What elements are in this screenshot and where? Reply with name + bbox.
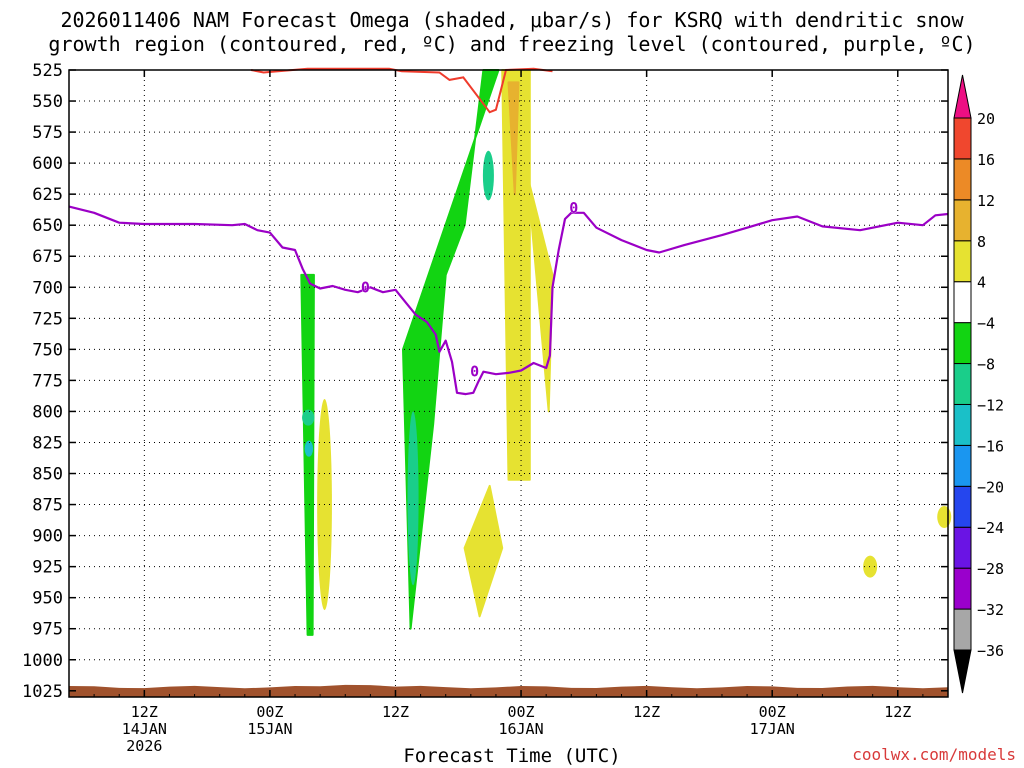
colorbar-top-arrow (953, 74, 972, 119)
y-tick-label: 575 (32, 123, 63, 143)
colorbar-label: 20 (977, 110, 995, 128)
freezing-level-label: 0 (361, 278, 370, 296)
colorbar-band (953, 485, 972, 528)
y-tick-label: 925 (32, 558, 63, 578)
y-tick-label: 725 (32, 309, 63, 329)
y-tick-label: 950 (32, 589, 63, 609)
x-tick-label: 12Z (131, 703, 158, 721)
colorbar-band (953, 444, 972, 487)
colorbar-label: −4 (977, 315, 995, 333)
colorbar-band (953, 608, 972, 651)
x-tick-label: 00Z (256, 703, 283, 721)
chart-title-line-1: 2026011406 NAM Forecast Omega (shaded, μ… (60, 8, 964, 32)
omega-region (937, 505, 952, 528)
omega-region (304, 440, 314, 457)
colorbar-label: −32 (977, 601, 1004, 619)
y-tick-label: 850 (32, 465, 63, 485)
colorbar-label: −8 (977, 356, 995, 374)
colorbar-bottom-arrow (953, 649, 972, 694)
colorbar-band (953, 363, 972, 405)
colorbar-label: −16 (977, 437, 1004, 455)
y-tick-label: 550 (32, 92, 63, 112)
colorbar-band (953, 158, 972, 201)
x-tick-label: 00Z (759, 703, 786, 721)
x-tick-label: 12Z (884, 703, 911, 721)
y-tick-label: 900 (32, 527, 63, 547)
y-tick-label: 825 (32, 433, 63, 453)
colorbar-label: −28 (977, 560, 1004, 578)
freezing-level-label: 0 (470, 363, 479, 381)
omega-region (863, 555, 878, 578)
credit-link[interactable]: coolwx.com/models (852, 745, 1016, 764)
colorbar-label: −36 (977, 642, 1004, 660)
colorbar-band (953, 117, 972, 160)
y-tick-label: 1000 (22, 651, 63, 671)
colorbar-label: 12 (977, 192, 995, 210)
y-axis: 525 550 575 600 625 650 675 700 725 750 775 800 825 8… (22, 61, 948, 702)
omega-region (507, 81, 520, 196)
omega-region (407, 411, 419, 586)
colorbar-band (953, 199, 972, 242)
y-tick-label: 875 (32, 496, 63, 516)
y-tick-label: 600 (32, 154, 63, 174)
omega-region (302, 409, 315, 426)
colorbar-label: 4 (977, 274, 986, 292)
omega-region (463, 484, 504, 618)
y-tick-label: 675 (32, 247, 63, 267)
x-tick-label: 00Z (508, 703, 535, 721)
colorbar-label: 16 (977, 151, 995, 169)
freezing-level-label: 0 (569, 199, 578, 217)
colorbar-band (953, 567, 972, 610)
y-tick-label: 700 (32, 278, 63, 298)
y-tick-label: 800 (32, 402, 63, 422)
colorbar-band (953, 403, 972, 446)
x-tick-label: 17JAN (750, 720, 795, 738)
y-tick-label: 650 (32, 216, 63, 236)
y-tick-label: 750 (32, 340, 63, 360)
y-tick-label: 1025 (22, 682, 63, 702)
colorbar-band (953, 322, 972, 365)
colorbar-label: −20 (977, 478, 1004, 496)
chart-title-line-2: growth region (contoured, red, ºC) and f… (48, 32, 976, 56)
plot-frame (68, 69, 949, 698)
x-tick-label: 2026 (126, 737, 162, 755)
y-tick-label: 625 (32, 185, 63, 205)
x-tick-label: 12Z (382, 703, 409, 721)
colorbar-band (953, 526, 972, 569)
freezing-level-contour (68, 205, 949, 396)
x-tick-label: 14JAN (122, 720, 167, 738)
x-axis-title: Forecast Time (UTC) (403, 745, 621, 767)
colorbar-label: −12 (977, 396, 1004, 414)
colorbar-label: 8 (977, 233, 986, 251)
y-tick-label: 975 (32, 620, 63, 640)
colorbar-label: −24 (977, 519, 1004, 537)
colorbar: 20 16 12 8 4 −4 −8 −12 −16 −20 −24 −28 −32 −36 (953, 74, 1004, 694)
x-tick-label: 16JAN (498, 720, 543, 738)
omega-region (526, 174, 554, 413)
x-tick-label: 15JAN (247, 720, 292, 738)
x-tick-label: 12Z (633, 703, 660, 721)
y-tick-label: 525 (32, 61, 63, 81)
colorbar-band (953, 281, 972, 324)
terrain-surface (69, 684, 948, 697)
y-tick-label: 775 (32, 371, 63, 391)
omega-shading (300, 69, 952, 636)
omega-region (482, 150, 494, 201)
colorbar-band (953, 240, 972, 283)
